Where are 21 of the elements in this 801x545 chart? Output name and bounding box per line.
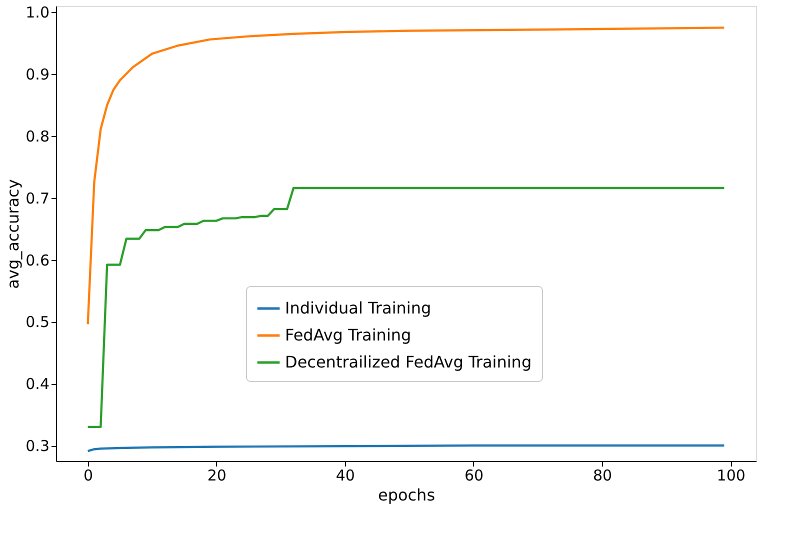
y-tick-label: 0.6 bbox=[26, 251, 50, 270]
legend-label: FedAvg Training bbox=[285, 326, 412, 344]
y-tick-label: 1.0 bbox=[26, 4, 50, 22]
x-tick-label: 60 bbox=[464, 466, 484, 484]
x-axis-title: epochs bbox=[378, 486, 436, 504]
x-tick-label: 80 bbox=[593, 466, 612, 484]
y-tick-label: 0.8 bbox=[26, 128, 50, 146]
y-tick-label: 0.5 bbox=[26, 313, 50, 332]
line-series bbox=[86, 26, 726, 326]
line-series bbox=[86, 186, 726, 428]
x-tick-label: 0 bbox=[84, 466, 94, 484]
y-tick-label: 0.4 bbox=[26, 375, 50, 394]
y-tick-label: 0.7 bbox=[26, 189, 50, 208]
x-tick-label: 100 bbox=[716, 466, 746, 484]
x-tick-label: 40 bbox=[336, 466, 355, 484]
x-tick-label: 20 bbox=[207, 466, 226, 484]
y-tick-label: 0.9 bbox=[26, 66, 50, 84]
y-tick-label: 0.3 bbox=[26, 437, 50, 456]
legend-label: Decentrailized FedAvg Training bbox=[285, 352, 532, 372]
legend-label: Individual Training bbox=[285, 298, 432, 318]
y-axis-title: avg_accuracy bbox=[4, 179, 23, 289]
